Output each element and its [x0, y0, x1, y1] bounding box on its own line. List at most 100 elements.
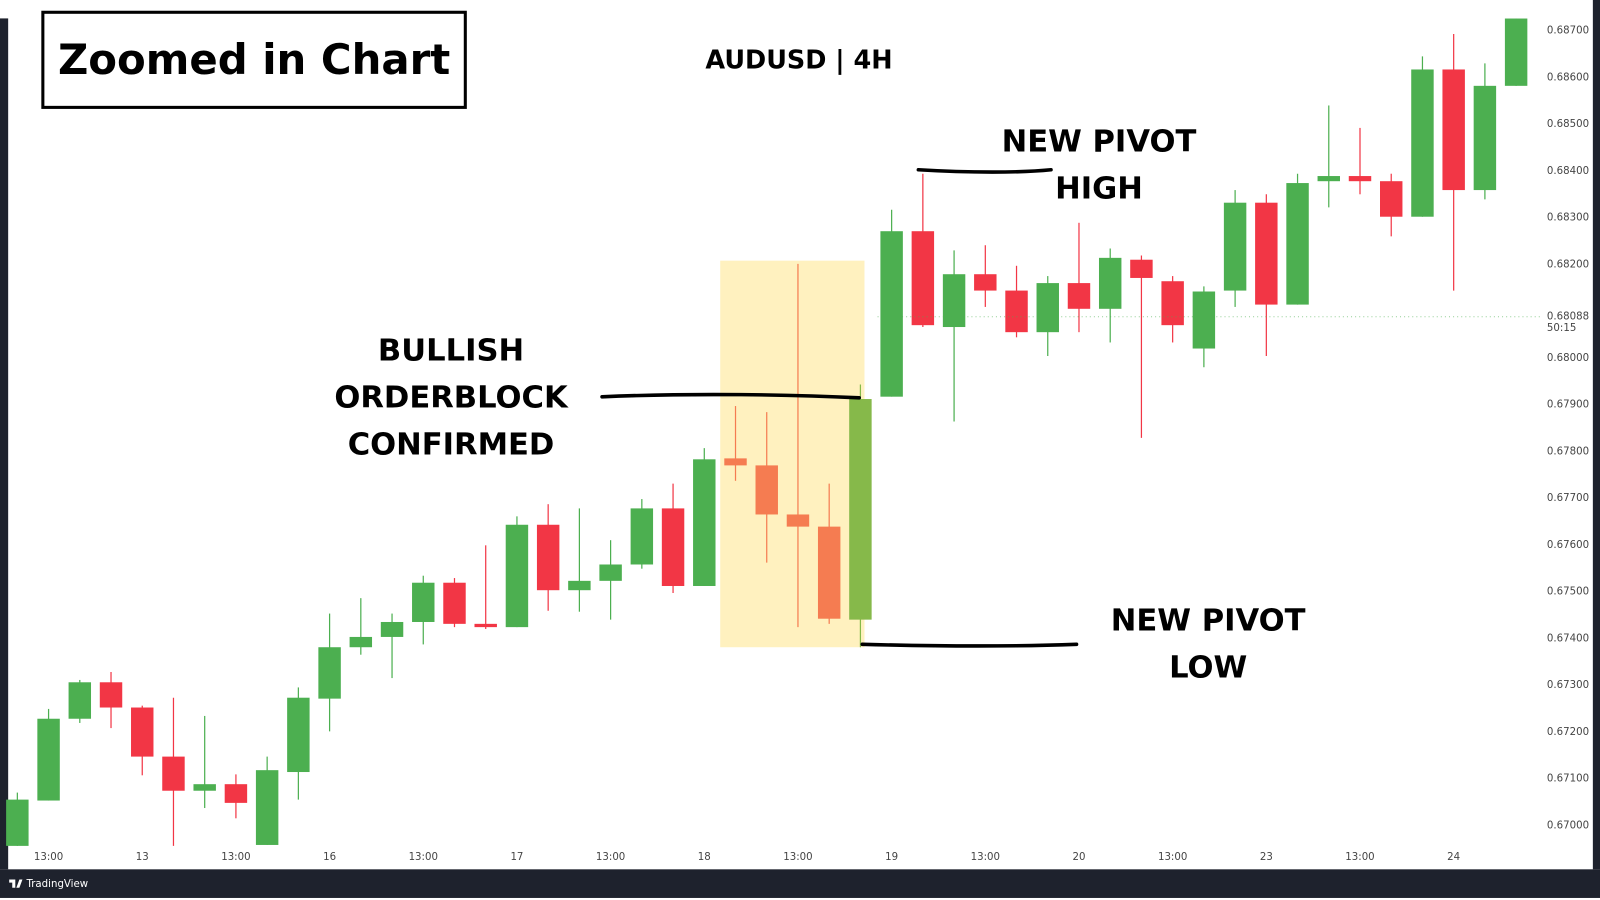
x-tick-label: 13 — [136, 852, 149, 863]
annotation: CONFIRMED — [348, 427, 555, 462]
x-tick-label: 18 — [698, 852, 711, 863]
candle-body — [630, 508, 654, 565]
x-tick-label: 13:00 — [1158, 852, 1187, 863]
candle-body — [68, 682, 92, 719]
candle-body — [1192, 291, 1216, 349]
candle-body — [693, 459, 716, 586]
candle-body — [255, 770, 279, 845]
annotation: HIGH — [1055, 172, 1143, 207]
candle-body — [505, 524, 529, 628]
pivot-high-line — [916, 167, 1053, 174]
x-tick-label: 17 — [510, 852, 523, 863]
chart-title: AUDUSD | 4H — [705, 45, 892, 75]
candle-body — [599, 564, 622, 581]
x-tick-label: 13:00 — [409, 852, 438, 863]
candle-body — [380, 621, 404, 637]
candle-body — [6, 799, 29, 846]
tradingview-logo: TradingView — [9, 879, 88, 890]
x-tick-label: 19 — [885, 852, 898, 863]
price-label: 0.68088 — [1547, 312, 1589, 323]
x-tick-label: 13:00 — [1345, 852, 1374, 863]
x-tick-label: 13:00 — [221, 852, 250, 863]
candle-layer — [6, 18, 1528, 846]
pivot-low-line — [860, 642, 1079, 648]
y-tick-label: 0.68000 — [1547, 353, 1589, 364]
candle-body — [193, 784, 216, 791]
candle-body — [474, 623, 497, 628]
candle-body — [1005, 290, 1028, 333]
annotation: LOW — [1169, 650, 1247, 685]
candle-body — [287, 697, 310, 773]
candle-body — [1255, 202, 1278, 305]
candle-body — [1442, 69, 1465, 191]
y-tick-label: 0.67700 — [1547, 493, 1589, 504]
candle-body — [942, 274, 966, 328]
x-tick-label: 24 — [1447, 852, 1460, 863]
x-tick-label: 23 — [1260, 852, 1273, 863]
candle-body — [412, 582, 435, 622]
candle-body — [568, 580, 591, 591]
candle-body — [99, 682, 123, 708]
candle-body — [1380, 181, 1403, 217]
footer-bar — [0, 869, 1600, 898]
candle-body — [849, 399, 872, 620]
candle-body — [1130, 259, 1153, 278]
candle-body — [224, 784, 248, 803]
candle-body — [1504, 18, 1528, 86]
y-tick-label: 0.68400 — [1547, 166, 1589, 177]
candle-body — [1473, 85, 1497, 191]
x-tick-label: 13:00 — [34, 852, 63, 863]
candle-body — [1348, 176, 1372, 182]
y-tick-label: 0.67000 — [1547, 820, 1589, 831]
candle-body — [37, 718, 60, 801]
x-tick-label: 20 — [1072, 852, 1085, 863]
y-tick-label: 0.68600 — [1547, 72, 1589, 83]
candle-body — [1223, 202, 1247, 291]
candle-body — [131, 707, 154, 757]
candle-body — [661, 508, 685, 586]
candle-body — [817, 526, 841, 619]
title-box — [41, 10, 467, 109]
x-tick-label: 16 — [323, 852, 336, 863]
candle-body — [1036, 283, 1059, 333]
candle-body — [1098, 257, 1122, 309]
y-tick-label: 0.68500 — [1547, 119, 1589, 130]
candle-body — [911, 231, 935, 326]
y-tick-label: 0.67800 — [1547, 446, 1589, 457]
annotation: BULLISH — [378, 333, 524, 368]
orderblock-line — [600, 392, 861, 400]
annotation: NEW PIVOT — [1002, 125, 1197, 160]
candle-body — [443, 582, 466, 624]
zone-layer — [720, 260, 865, 648]
y-tick-label: 0.67600 — [1547, 540, 1589, 551]
y-tick-label: 0.67900 — [1547, 400, 1589, 411]
header-label: Zoomed in Chart — [58, 35, 450, 84]
y-tick-label: 0.67500 — [1547, 587, 1589, 598]
logo-icon — [9, 879, 23, 888]
candle-body — [162, 756, 185, 791]
candle-body — [1317, 176, 1340, 182]
y-tick-label: 0.67200 — [1547, 727, 1589, 738]
x-tick-label: 13:00 — [783, 852, 812, 863]
candle-body — [349, 636, 373, 648]
candle-body — [880, 231, 903, 397]
y-tick-label: 0.68200 — [1547, 259, 1589, 270]
candle-body — [974, 274, 997, 291]
candle-body — [724, 458, 747, 466]
candle-body — [1067, 283, 1091, 309]
orderblock-zone — [720, 260, 865, 648]
y-tick-label: 0.67400 — [1547, 633, 1589, 644]
left-frame — [0, 18, 9, 870]
candle-body — [755, 465, 778, 515]
candle-body — [318, 647, 341, 699]
y-tick-label: 0.68300 — [1547, 213, 1589, 224]
annotation: NEW PIVOT — [1111, 603, 1306, 638]
candle-body — [1286, 183, 1309, 305]
candle-body — [1161, 281, 1184, 326]
candle-body — [536, 524, 560, 591]
y-tick-label: 0.67100 — [1547, 774, 1589, 785]
brand: TradingView — [26, 879, 89, 890]
candle-body — [786, 514, 810, 527]
